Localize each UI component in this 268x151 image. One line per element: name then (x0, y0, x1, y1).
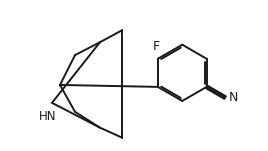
Text: HN: HN (39, 109, 57, 122)
Text: F: F (153, 40, 160, 53)
Text: N: N (228, 91, 238, 104)
